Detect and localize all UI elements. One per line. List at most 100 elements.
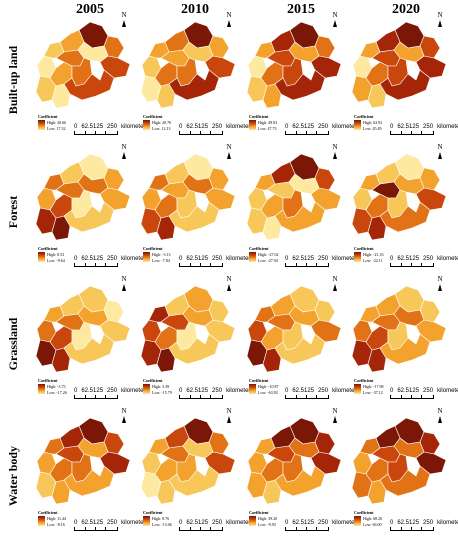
legend-low-value: Low: 47.73 [258, 126, 277, 131]
scale-tick-label: 62.5125 [186, 256, 209, 262]
north-label: N [332, 143, 338, 151]
legend-title: Coefficient [354, 510, 374, 515]
scale-bar-tick [411, 131, 412, 134]
scale-bar-line [285, 131, 329, 135]
district-region [274, 465, 326, 497]
scale-tick-label: 62.5125 [81, 256, 104, 262]
north-label: N [437, 275, 443, 283]
legend: Coefficient High: 8.76 Low: -13.06 [143, 510, 172, 528]
scale-bar-tick [306, 395, 307, 398]
scale-bar-tick [210, 527, 211, 530]
map-panel: N Coefficient High: 20.66 Low: 17.32 0 62.512… [34, 12, 149, 152]
district-region [168, 333, 220, 365]
scale-bar-tick [306, 131, 307, 134]
scale-unit: kilometers [332, 124, 360, 130]
scale-tick-label: 62.5125 [397, 388, 420, 394]
scale-bar-tick [95, 131, 96, 134]
district-region [63, 333, 115, 365]
north-label: N [226, 11, 232, 19]
legend-high-value: High: -17.98 [363, 384, 384, 389]
scale-bar-tick [401, 131, 402, 134]
scale-unit: kilometers [226, 256, 254, 262]
scale-tick-label: 0 [179, 520, 183, 526]
north-label: N [226, 275, 232, 283]
legend: Coefficient High: -10.87 Low: -63.92 [249, 378, 278, 396]
scale-bar-tick [95, 263, 96, 266]
scale-bar-tick [190, 395, 191, 398]
scale-unit: kilometers [121, 124, 149, 130]
map-panel: N Coefficient High: -10.87 Low: -63.92 0 62.5… [245, 276, 359, 416]
district-region [274, 69, 326, 101]
legend-low-value: Low: -63.92 [258, 390, 278, 395]
north-label: N [332, 275, 338, 283]
scale-bar-tick [401, 395, 402, 398]
north-label: N [121, 143, 127, 151]
scale-bar-tick [190, 263, 191, 266]
scale-bar-line [74, 131, 118, 135]
scale-tick-label: 250 [212, 520, 223, 526]
scale-tick-label: 62.5125 [397, 256, 420, 262]
scale-bar-tick [401, 263, 402, 266]
scale-tick-label: 0 [179, 388, 183, 394]
district-region [379, 69, 431, 101]
legend-low-value: Low: -13.06 [152, 522, 172, 527]
legend: Coefficient High: -21.16 Low: -22.11 [354, 246, 383, 264]
legend-color-ramp [249, 384, 256, 394]
legend-title: Coefficient [354, 378, 374, 383]
scale-tick-label: 250 [318, 256, 329, 262]
scale-tick-label: 0 [74, 388, 78, 394]
scale-bar-tick [296, 131, 297, 134]
scale-tick-label: 0 [285, 124, 289, 130]
scale-tick-label: 250 [423, 124, 434, 130]
north-label: N [121, 275, 127, 283]
year-header-2020: 2020 [392, 2, 420, 17]
choropleth-map [246, 21, 342, 109]
row-label-grassland: Grassland [6, 317, 20, 371]
scale-bar-tick [200, 131, 201, 134]
scale-tick-label: 62.5125 [292, 520, 315, 526]
scale-bar-tick [105, 263, 106, 266]
scale-tick-label: 62.5125 [186, 388, 209, 394]
choropleth-map [140, 417, 236, 505]
north-label: N [332, 11, 338, 19]
north-arrow-icon: N [120, 12, 128, 27]
scale-bar-tick [85, 527, 86, 530]
legend-color-ramp [143, 120, 150, 130]
scale-tick-label: 0 [390, 256, 394, 262]
legend-low-value: Low: -8.16 [47, 522, 65, 527]
scale-tick-label: 62.5125 [397, 520, 420, 526]
scale-tick-label: 250 [212, 256, 223, 262]
scale-bar-tick [190, 527, 191, 530]
legend-color-ramp [249, 120, 256, 130]
legend-title: Coefficient [143, 378, 163, 383]
scale-bar-tick [210, 263, 211, 266]
map-panel: N Coefficient High: 8.53 Low: -9.64 0 62.5125… [34, 144, 148, 284]
legend-color-ramp [249, 516, 256, 526]
choropleth-map [35, 285, 131, 373]
scale-bar-line [285, 527, 329, 531]
district-region [168, 69, 220, 101]
scale-tick-label: 250 [423, 256, 434, 262]
north-arrow-icon: N [436, 276, 444, 291]
legend-title: Coefficient [38, 378, 58, 383]
row-label-forest: Forest [6, 195, 20, 229]
scale-tick-label: 62.5125 [186, 124, 209, 130]
north-arrow-icon: N [225, 12, 233, 27]
legend-low-value: Low: -17.26 [47, 390, 67, 395]
scale-tick-label: 0 [285, 520, 289, 526]
scale-bar-line [74, 527, 118, 531]
scale-unit: kilometers [437, 388, 458, 394]
legend-title: Coefficient [143, 510, 163, 515]
scale-bar-tick [85, 395, 86, 398]
north-arrow-shape [333, 416, 337, 423]
scale-bar-tick [316, 131, 317, 134]
scale-bar-tick [105, 395, 106, 398]
